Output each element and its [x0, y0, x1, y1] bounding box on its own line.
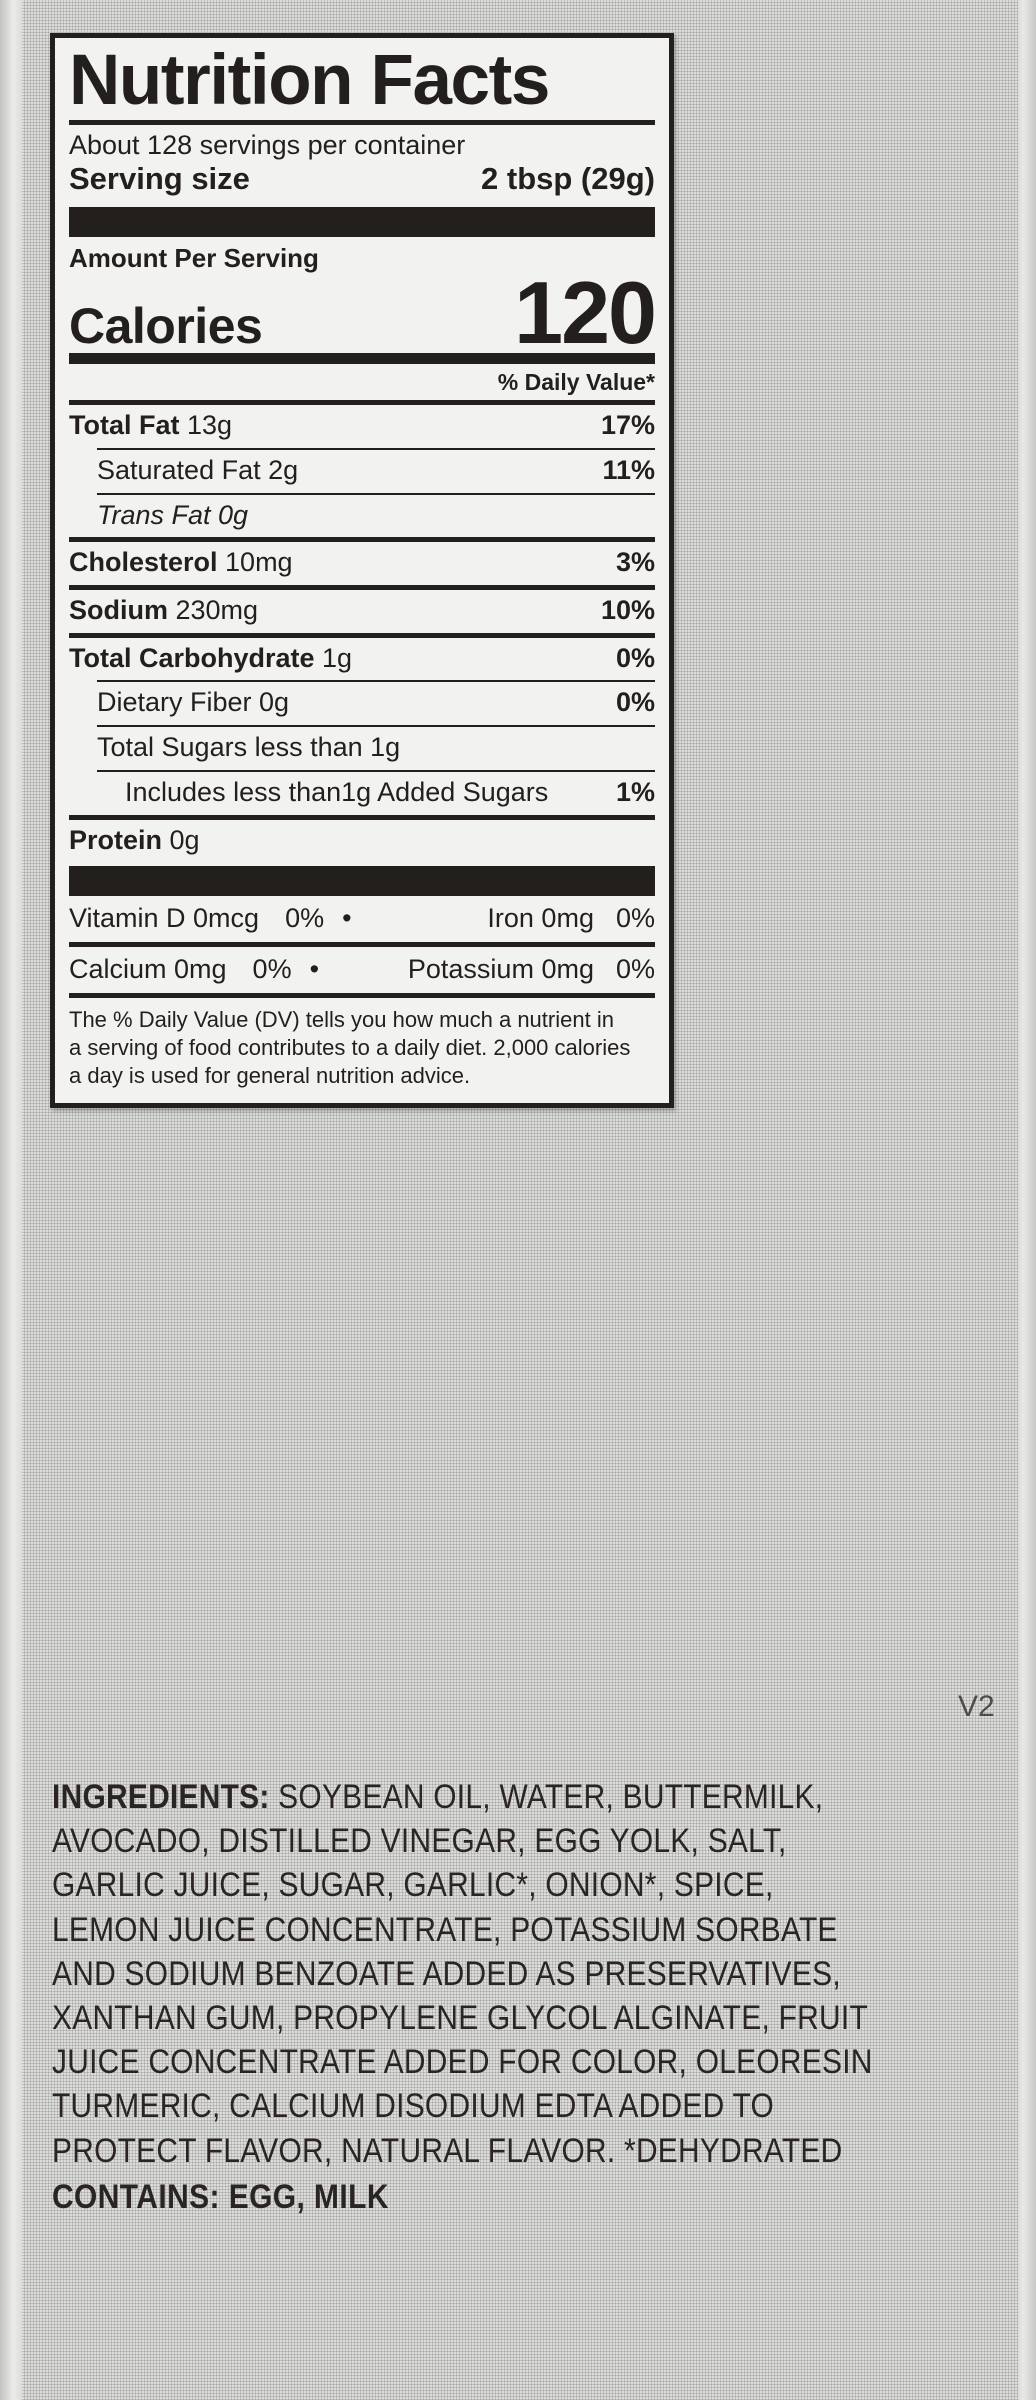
nutrient-name: Trans Fat 0g: [97, 499, 249, 530]
nutrient-name: Saturated Fat 2g: [97, 455, 299, 486]
vitamin-right-name: Potassium 0mg: [407, 954, 594, 985]
nutrient-row: Sodium 230mg 10%: [69, 590, 655, 633]
vitamin-right-daily-value: 0%: [615, 954, 655, 985]
calories-divider: [69, 353, 655, 365]
nutrient-divider: [69, 537, 655, 543]
nutrient-name: Total Fat 13g: [69, 410, 233, 441]
ingredients-line: LEMON JUICE CONCENTRATE, POTASSIUM SORBA…: [52, 1910, 838, 1949]
calories-row: Calories 120: [69, 262, 657, 362]
ingredients-line: AVOCADO, DISTILLED VINEGAR, EGG YOLK, SA…: [52, 1822, 787, 1861]
ingredients-block: INGREDIENTS: SOYBEAN OIL, WATER, BUTTERM…: [52, 1775, 888, 2219]
vitamin-left-name: Vitamin D 0mcg: [69, 903, 260, 934]
ingredients-line: TURMERIC, CALCIUM DISODIUM EDTA ADDED TO: [52, 2087, 775, 2126]
nutrient-daily-value: 1%: [615, 776, 655, 807]
nutrient-divider: [69, 632, 655, 638]
serving-size-row: Serving size 2 tbsp (29g): [69, 161, 655, 203]
vitamin-right-daily-value: 0%: [615, 903, 655, 934]
nutrient-row: Saturated Fat 2g 11%: [69, 450, 655, 493]
nutrient-divider: [97, 680, 655, 683]
ingredients-heading: INGREDIENTS:: [52, 1778, 270, 1816]
nutrient-daily-value: 0%: [615, 687, 655, 718]
nutrient-divider: [69, 585, 655, 591]
vitamin-list: Vitamin D 0mcg 0% • Iron 0mg 0% Calcium 0mg 0%…: [69, 896, 655, 993]
ingredients-line: INGREDIENTS: SOYBEAN OIL, WATER, BUTTERM…: [52, 1778, 824, 1816]
nutrient-name: Cholesterol 10mg: [69, 547, 293, 578]
nutrient-daily-value: 0%: [615, 642, 655, 673]
nutrient-row: Dietary Fiber 0g 0%: [69, 682, 655, 725]
nutrient-divider: [69, 814, 655, 820]
nutrient-name: Dietary Fiber 0g: [97, 687, 290, 718]
nutrient-list: Total Fat 13g 17% Saturated Fat 2g 11% Trans…: [69, 405, 655, 862]
amount-per-serving-label: Amount Per Serving: [69, 242, 319, 273]
daily-value-divider: [69, 400, 655, 406]
nutrient-row: Protein 0g: [69, 820, 655, 863]
nutrient-name: Total Carbohydrate 1g: [69, 642, 353, 673]
vitamin-left-daily-value: 0%: [285, 903, 325, 934]
nutrient-name: Includes less than1g Added Sugars: [125, 776, 549, 807]
nutrient-daily-value: 10%: [600, 595, 655, 626]
footnote-divider: [69, 993, 655, 999]
ingredients-line: AND SODIUM BENZOATE ADDED AS PRESERVATIV…: [52, 1954, 841, 1993]
footnote-line: The % Daily Value (DV) tells you how muc…: [69, 1007, 614, 1033]
nutrient-divider: [97, 492, 655, 495]
serving-size-label: Serving size: [69, 160, 250, 196]
package-right-edge: [1018, 0, 1036, 2400]
nutrient-divider: [97, 725, 655, 728]
footnote-line: a serving of food contributes to a daily…: [69, 1034, 631, 1060]
nutrient-divider: [97, 769, 655, 772]
nutrient-daily-value: 17%: [600, 410, 655, 441]
nutrient-daily-value: 3%: [615, 547, 655, 578]
nutrient-row: Trans Fat 0g: [69, 495, 655, 538]
nutrient-divider: [97, 448, 655, 451]
side-print-mark: V2: [958, 1690, 995, 1723]
serving-size-value: 2 tbsp (29g): [481, 160, 655, 196]
bullet-separator-icon: •: [309, 954, 320, 985]
vitamin-divider: [69, 942, 655, 948]
calories-label: Calories: [69, 298, 263, 355]
nutrient-row: Includes less than1g Added Sugars 1%: [69, 772, 655, 815]
ingredients-line: JUICE CONCENTRATE ADDED FOR COLOR, OLEOR…: [52, 2043, 873, 2082]
nutrient-name: Protein 0g: [69, 824, 200, 855]
servings-per-container: About 128 servings per container: [69, 129, 466, 160]
ingredients-lines: INGREDIENTS: SOYBEAN OIL, WATER, BUTTERM…: [52, 1775, 888, 2173]
title-divider: [69, 119, 655, 125]
nutrient-name: Total Sugars less than 1g: [97, 732, 401, 763]
nutrient-row: Cholesterol 10mg 3%: [69, 542, 655, 585]
vitamin-row: Vitamin D 0mcg 0% • Iron 0mg 0%: [69, 896, 655, 942]
daily-value-header: % Daily Value*: [497, 369, 655, 396]
package-left-edge: [0, 0, 22, 2400]
nutrient-row: Total Sugars less than 1g: [69, 727, 655, 770]
nutrient-row: Total Fat 13g 17%: [69, 405, 655, 448]
contains-statement: CONTAINS: EGG, MILK: [52, 2177, 389, 2216]
vitamin-left-name: Calcium 0mg: [69, 954, 227, 985]
nutrition-facts-panel: Nutrition Facts About 128 servings per c…: [50, 33, 674, 1109]
nutrient-name: Sodium 230mg: [69, 595, 259, 626]
calories-separator-bar: [69, 206, 655, 237]
ingredients-line: PROTECT FLAVOR, NATURAL FLAVOR. *DEHYDRA…: [52, 2131, 843, 2170]
vitamins-separator-bar: [69, 866, 655, 897]
daily-value-footnote: The % Daily Value (DV) tells you how muc…: [69, 998, 655, 1093]
vitamin-row: Calcium 0mg 0% • Potassium 0mg 0%: [69, 947, 655, 993]
bullet-separator-icon: •: [342, 903, 352, 934]
calories-value: 120: [514, 262, 657, 362]
ingredients-line: GARLIC JUICE, SUGAR, GARLIC*, ONION*, SP…: [52, 1866, 774, 1905]
nutrient-daily-value: 11%: [602, 455, 655, 486]
vitamin-left-daily-value: 0%: [252, 954, 292, 985]
ingredients-line: XANTHAN GUM, PROPYLENE GLYCOL ALGINATE, …: [52, 1998, 869, 2037]
panel-title: Nutrition Facts: [69, 41, 550, 120]
footnote-line: a day is used for general nutrition advi…: [69, 1062, 471, 1088]
vitamin-right-name: Iron 0mg: [487, 903, 594, 934]
nutrient-row: Total Carbohydrate 1g 0%: [69, 638, 655, 681]
